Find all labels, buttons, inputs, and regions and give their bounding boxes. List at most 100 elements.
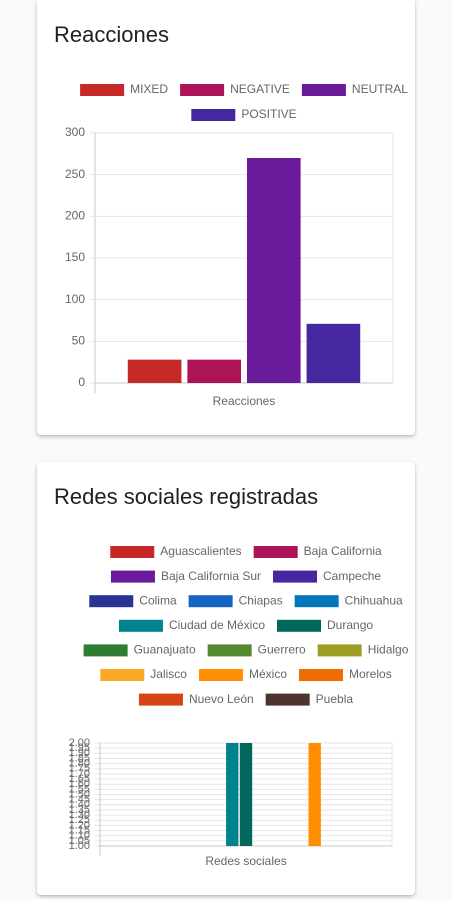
legend-label: Guanajuato <box>134 643 196 657</box>
legend-swatch <box>198 669 243 681</box>
bar <box>306 323 361 383</box>
y-tick-label: 1.00 <box>69 840 90 852</box>
legend-label: Campeche <box>323 569 381 583</box>
legend-item: Ciudad de México <box>118 618 265 632</box>
legend-label: Baja California <box>304 544 382 558</box>
legend-swatch <box>265 693 310 706</box>
legend-swatch <box>253 546 298 558</box>
legend-label: Nuevo León <box>189 692 254 706</box>
y-tick-label: 2.00 <box>69 737 90 749</box>
chart: Reacciones MIXED NEGATIVE NEUTRAL POSITIVE 0 5… <box>54 22 408 408</box>
legend-label: NEGATIVE <box>230 82 290 96</box>
y-tick-label: 150 <box>65 250 85 264</box>
legend-swatch <box>191 109 236 121</box>
legend-label: Morelos <box>349 667 392 681</box>
y-tick-label: 300 <box>65 125 85 139</box>
y-tick-label: 1.10 <box>69 830 90 842</box>
legend-item: Morelos <box>299 667 392 681</box>
bar <box>246 158 301 383</box>
y-tick-label: 1.40 <box>69 799 90 811</box>
legend-swatch <box>80 84 125 96</box>
y-tick-label: 1.50 <box>69 788 90 800</box>
y-tick-label: 0 <box>78 375 85 389</box>
legend-swatch <box>299 669 344 681</box>
legend-label: Ciudad de México <box>169 618 265 632</box>
legend-item: Guerrero <box>207 643 306 657</box>
y-tick-label: 1.70 <box>69 768 90 780</box>
legend-item: Hidalgo <box>317 643 409 657</box>
legend-label: Baja California Sur <box>161 569 261 583</box>
legend-swatch <box>110 546 155 558</box>
y-tick-label: 1.85 <box>69 752 90 764</box>
y-tick-label: 1.45 <box>69 794 90 806</box>
legend-item: Baja California Sur <box>110 569 261 583</box>
bar <box>127 359 182 383</box>
y-tick-label: 1.35 <box>69 804 90 816</box>
legend-item: Durango <box>277 618 373 632</box>
legend-swatch <box>317 644 362 657</box>
legend-swatch <box>188 595 233 608</box>
legend-swatch <box>138 693 183 706</box>
bar <box>226 743 239 846</box>
chart-title: Reacciones <box>54 22 169 47</box>
y-tick-label: 250 <box>65 167 85 181</box>
legend-label: Aguascalientes <box>160 544 241 558</box>
legend-swatch <box>277 619 322 632</box>
y-tick-label: 1.15 <box>69 824 90 836</box>
y-tick-label: 1.30 <box>69 809 90 821</box>
legend-item: Chiapas <box>188 593 283 608</box>
legend-item: Chihuahua <box>294 593 403 608</box>
y-tick-label: 1.65 <box>69 773 90 785</box>
y-tick-label: 1.95 <box>69 742 90 754</box>
legend-label: Hidalgo <box>368 643 409 657</box>
legend-label: Guerrero <box>258 643 306 657</box>
legend-label: Jalisco <box>150 667 187 681</box>
legend-label: MIXED <box>130 82 168 96</box>
bar <box>308 743 321 846</box>
bar <box>187 359 242 383</box>
legend-label: Chiapas <box>239 593 283 607</box>
legend-swatch <box>301 84 346 96</box>
legend-swatch <box>294 595 339 608</box>
legend-item: Baja California <box>253 544 382 558</box>
legend-label: Chihuahua <box>345 593 403 607</box>
legend-label: NEUTRAL <box>352 82 408 96</box>
legend-swatch <box>118 619 163 632</box>
card: Reacciones MIXED NEGATIVE NEUTRAL POSITIVE 0 5… <box>37 0 415 435</box>
bar <box>239 743 253 846</box>
legend-item: Nuevo León <box>138 692 254 706</box>
legend-item: Guanajuato <box>83 643 196 657</box>
y-tick-label: 1.20 <box>69 819 90 831</box>
y-tick-label: 1.90 <box>69 747 90 759</box>
legend-label: Colima <box>139 593 177 607</box>
y-tick-label: 1.05 <box>69 835 90 847</box>
legend-swatch <box>180 84 225 96</box>
legend-swatch <box>100 669 145 681</box>
y-tick-label: 50 <box>72 334 86 348</box>
legend-swatch <box>89 595 134 608</box>
y-tick-label: 1.75 <box>69 763 90 775</box>
y-tick-label: 100 <box>65 292 85 306</box>
legend-swatch <box>273 570 318 583</box>
legend-item: Colima <box>89 593 177 607</box>
legend-item: Jalisco <box>100 667 187 681</box>
y-tick-label: 1.60 <box>69 778 90 790</box>
legend-item: MIXED <box>80 82 168 96</box>
legend-item: POSITIVE <box>191 107 297 121</box>
legend-item: NEUTRAL <box>301 82 408 96</box>
chart-title: Redes sociales registradas <box>54 484 318 509</box>
legend-swatch <box>110 570 155 583</box>
legend-label: Puebla <box>316 692 354 706</box>
legend-swatch <box>207 644 252 657</box>
legend-item: Campeche <box>273 569 381 583</box>
x-tick-label: Reacciones <box>213 394 276 408</box>
legend-label: POSITIVE <box>241 107 296 121</box>
y-tick-label: 1.25 <box>69 814 90 826</box>
y-tick-label: 1.80 <box>69 758 90 770</box>
legend-item: NEGATIVE <box>180 82 290 96</box>
x-tick-label: Redes sociales <box>205 854 286 868</box>
legend-swatch <box>83 644 128 657</box>
y-tick-label: 200 <box>65 209 85 223</box>
legend-label: México <box>249 667 287 681</box>
